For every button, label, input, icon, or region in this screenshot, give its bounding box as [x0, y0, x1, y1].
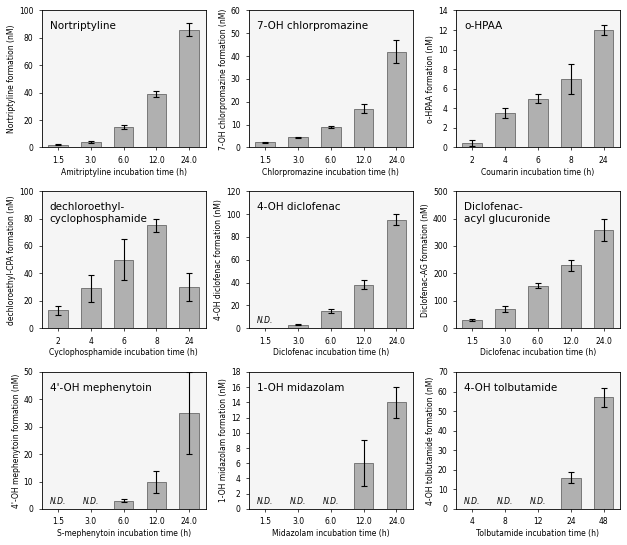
Text: 1-OH midazolam: 1-OH midazolam	[257, 383, 344, 393]
Text: N.D.: N.D.	[50, 497, 66, 506]
Y-axis label: 4-OH diclofenac formation (nM): 4-OH diclofenac formation (nM)	[214, 199, 223, 320]
Bar	[321, 127, 340, 148]
Text: N.D.: N.D.	[83, 497, 99, 506]
Bar	[561, 477, 581, 509]
X-axis label: Cyclophosphamide incubation time (h): Cyclophosphamide incubation time (h)	[50, 348, 198, 358]
Y-axis label: Diclofenac-AG formation (nM): Diclofenac-AG formation (nM)	[421, 203, 430, 317]
Bar	[561, 265, 581, 328]
Bar	[594, 229, 613, 328]
Text: 4'-OH mephenytoin: 4'-OH mephenytoin	[50, 383, 152, 393]
Bar	[288, 137, 308, 148]
X-axis label: Coumarin incubation time (h): Coumarin incubation time (h)	[482, 167, 594, 177]
Bar	[387, 220, 406, 328]
Bar	[179, 29, 199, 148]
Text: N.D.: N.D.	[290, 497, 306, 506]
X-axis label: Diclofenac incubation time (h): Diclofenac incubation time (h)	[480, 348, 596, 358]
Bar	[561, 79, 581, 148]
Bar	[147, 94, 166, 148]
Bar	[594, 397, 613, 509]
Y-axis label: dechloroethyl-CPA formation (nM): dechloroethyl-CPA formation (nM)	[7, 195, 16, 324]
Bar	[48, 311, 68, 328]
Text: N.D.: N.D.	[323, 497, 339, 506]
Text: dechloroethyl-
cyclophosphamide: dechloroethyl- cyclophosphamide	[50, 202, 147, 224]
Bar	[594, 30, 613, 148]
Bar	[147, 226, 166, 328]
Bar	[387, 52, 406, 148]
Bar	[354, 463, 374, 509]
Bar	[179, 413, 199, 509]
Bar	[463, 143, 482, 148]
Y-axis label: 4-OH tolbutamide formation (nM): 4-OH tolbutamide formation (nM)	[426, 376, 435, 505]
Bar	[387, 402, 406, 509]
X-axis label: Amitriptyline incubation time (h): Amitriptyline incubation time (h)	[61, 167, 187, 177]
Text: N.D.: N.D.	[257, 497, 273, 506]
Bar	[321, 311, 340, 328]
Bar	[113, 127, 134, 148]
Bar	[81, 142, 101, 148]
Y-axis label: 1-OH midazolam formation (nM): 1-OH midazolam formation (nM)	[219, 378, 228, 502]
X-axis label: Midazolam incubation time (h): Midazolam incubation time (h)	[272, 529, 389, 538]
X-axis label: S-mephenytoin incubation time (h): S-mephenytoin incubation time (h)	[56, 529, 191, 538]
Text: Diclofenac-
acyl glucuronide: Diclofenac- acyl glucuronide	[464, 202, 551, 224]
Text: o-HPAA: o-HPAA	[464, 21, 502, 32]
Text: N.D.: N.D.	[530, 497, 546, 506]
Bar	[354, 108, 374, 148]
Y-axis label: 4'-OH mephenytoin formation (nM): 4'-OH mephenytoin formation (nM)	[12, 373, 21, 507]
Bar	[495, 113, 515, 148]
Bar	[179, 287, 199, 328]
Bar	[288, 325, 308, 328]
Text: Nortriptyline: Nortriptyline	[50, 21, 115, 32]
Text: 4-OH tolbutamide: 4-OH tolbutamide	[464, 383, 557, 393]
Text: 4-OH diclofenac: 4-OH diclofenac	[257, 202, 340, 212]
Y-axis label: 7-OH chlorpromazine formation (nM): 7-OH chlorpromazine formation (nM)	[219, 8, 228, 150]
Bar	[354, 285, 374, 328]
X-axis label: Chlorpromazine incubation time (h): Chlorpromazine incubation time (h)	[262, 167, 399, 177]
Bar	[48, 145, 68, 148]
Y-axis label: Nortriptyline formation (nM): Nortriptyline formation (nM)	[7, 25, 16, 133]
Bar	[113, 501, 134, 509]
Bar	[147, 482, 166, 509]
Y-axis label: o-HPAA formation (nM): o-HPAA formation (nM)	[426, 35, 435, 123]
Text: N.D.: N.D.	[464, 497, 480, 506]
X-axis label: Tolbutamide incubation time (h): Tolbutamide incubation time (h)	[477, 529, 599, 538]
Bar	[463, 320, 482, 328]
Bar	[528, 99, 548, 148]
Bar	[528, 286, 548, 328]
Bar	[495, 309, 515, 328]
Bar	[113, 260, 134, 328]
X-axis label: Diclofenac incubation time (h): Diclofenac incubation time (h)	[273, 348, 389, 358]
Text: 7-OH chlorpromazine: 7-OH chlorpromazine	[257, 21, 368, 32]
Text: N.D.: N.D.	[497, 497, 514, 506]
Bar	[255, 142, 275, 148]
Text: N.D.: N.D.	[257, 317, 273, 325]
Bar	[81, 288, 101, 328]
